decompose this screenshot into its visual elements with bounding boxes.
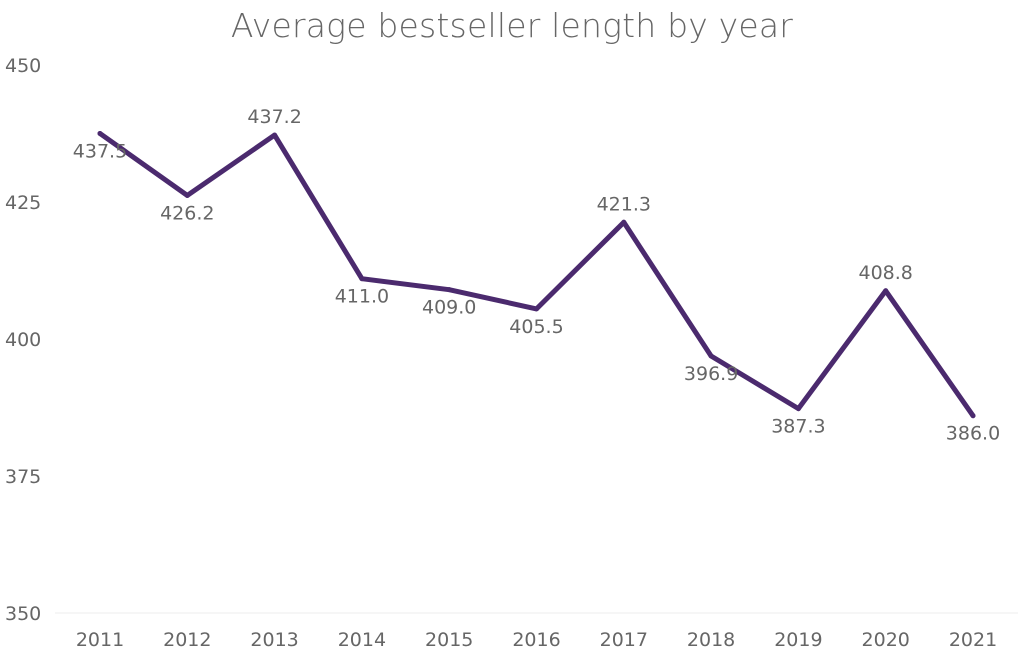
data-point (883, 288, 889, 294)
x-tick-label: 2020 (862, 629, 910, 651)
data-point (708, 353, 714, 359)
data-point (97, 131, 103, 136)
data-point (970, 413, 976, 419)
data-point (795, 406, 801, 412)
data-label: 408.8 (858, 262, 912, 284)
chart-title: Average bestseller length by year (230, 6, 794, 45)
y-tick-label: 400 (5, 329, 41, 351)
data-label: 405.5 (509, 316, 563, 338)
x-tick-label: 2019 (774, 629, 822, 651)
x-tick-label: 2021 (949, 629, 997, 651)
x-tick-label: 2017 (600, 629, 648, 651)
data-point (272, 132, 278, 138)
x-tick-label: 2015 (425, 629, 473, 651)
y-tick-label: 350 (5, 603, 41, 625)
data-point (534, 306, 539, 312)
data-point (621, 219, 627, 225)
x-tick-label: 2011 (76, 629, 124, 651)
data-label: 409.0 (422, 297, 476, 319)
data-label: 421.3 (597, 193, 651, 215)
data-label: 386.0 (946, 423, 1000, 445)
x-tick-label: 2018 (687, 629, 735, 651)
x-tick-label: 2012 (163, 629, 211, 651)
data-label: 387.3 (771, 416, 825, 438)
x-tick-label: 2014 (338, 629, 386, 651)
data-label: 437.5 (73, 141, 127, 163)
x-tick-label: 2016 (512, 629, 560, 651)
x-tick-label: 2013 (250, 629, 298, 651)
data-point (359, 276, 365, 282)
data-label: 437.2 (247, 106, 301, 128)
data-point (184, 192, 190, 198)
data-label: 396.9 (684, 363, 738, 385)
data-label: 426.2 (160, 202, 214, 224)
y-tick-label: 375 (5, 466, 41, 488)
y-tick-label: 425 (5, 192, 41, 214)
y-tick-label: 450 (5, 55, 41, 77)
data-label: 411.0 (335, 286, 389, 308)
data-point (446, 287, 452, 293)
series-line (97, 131, 976, 419)
